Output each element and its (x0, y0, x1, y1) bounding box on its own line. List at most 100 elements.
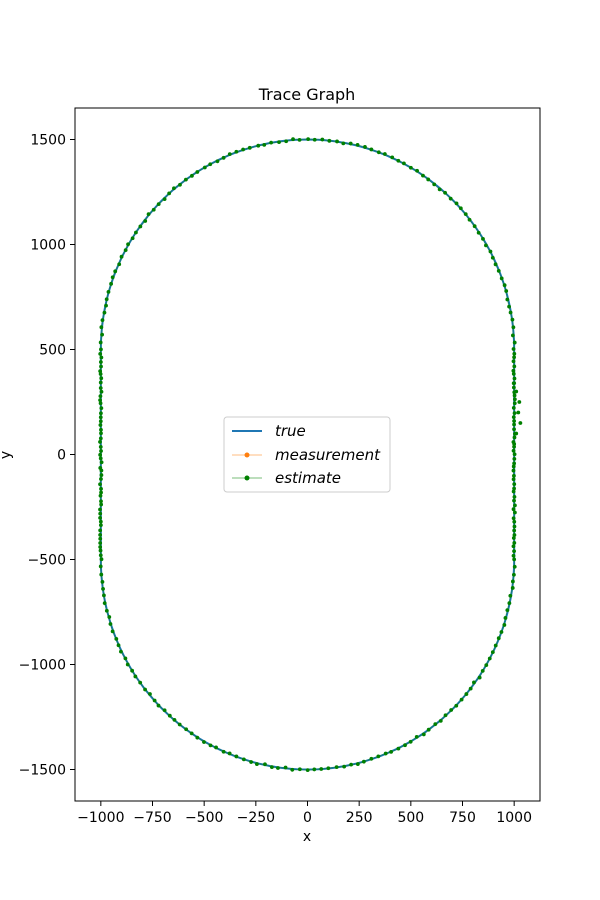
estimate-point (98, 541, 103, 545)
estimate-point (369, 147, 374, 152)
estimate-point (518, 421, 523, 425)
estimate-point (514, 389, 519, 394)
estimate-point (98, 423, 103, 427)
estimate-point (312, 767, 317, 772)
estimate-point (195, 170, 200, 174)
estimate-point (488, 249, 493, 254)
estimate-point (101, 586, 105, 591)
estimate-point (156, 202, 161, 206)
estimate-point (426, 727, 431, 732)
estimate-point (305, 768, 310, 773)
estimate-point (484, 243, 488, 248)
estimate-point (376, 754, 381, 759)
estimate-point (99, 557, 104, 562)
estimate-point (99, 355, 104, 360)
estimate-point (511, 489, 516, 494)
estimate-point (98, 340, 103, 345)
estimate-point (134, 230, 138, 235)
estimate-point (133, 674, 138, 679)
estimate-point (130, 236, 135, 241)
x-tick-label: 500 (397, 810, 424, 826)
estimate-point (110, 275, 115, 280)
estimate-point (162, 197, 167, 202)
estimate-point (297, 767, 302, 772)
estimate-point (98, 394, 103, 399)
estimate-point (98, 380, 103, 385)
estimate-point (167, 713, 172, 718)
estimate-point (511, 477, 516, 482)
estimate-point (390, 155, 395, 160)
estimate-point (507, 601, 512, 606)
estimate-point (512, 557, 517, 562)
estimate-point (468, 686, 473, 691)
estimate-point (227, 751, 232, 756)
estimate-point (426, 177, 431, 182)
estimate-point (516, 410, 521, 415)
estimate-point (512, 442, 517, 446)
estimate-point (355, 762, 360, 766)
estimate-point (464, 692, 469, 696)
estimate-point (99, 486, 103, 491)
chart-title: Trace Graph (258, 85, 356, 104)
estimate-point (512, 397, 517, 402)
estimate-point (98, 436, 103, 441)
estimate-point (512, 393, 517, 398)
estimate-point (512, 340, 517, 345)
estimate-point (382, 152, 387, 156)
estimate-point (100, 579, 105, 584)
estimate-point (421, 173, 425, 178)
estimate-point (99, 502, 104, 507)
x-tick-label: −500 (185, 810, 223, 826)
estimate-point (104, 303, 108, 308)
estimate-point (512, 533, 517, 537)
estimate-point (312, 137, 317, 142)
estimate-point (126, 242, 130, 247)
estimate-point (472, 224, 477, 229)
estimate-point (512, 456, 517, 461)
estimate-point (247, 145, 252, 150)
estimate-point (283, 765, 288, 770)
estimate-point (189, 731, 194, 736)
estimate-point (178, 182, 182, 187)
x-tick-label: −750 (133, 810, 171, 826)
estimate-point (98, 452, 103, 457)
estimate-point (195, 735, 200, 740)
estimate-point (98, 516, 102, 520)
estimate-point (511, 385, 516, 390)
estimate-point (98, 528, 103, 533)
estimate-point (319, 767, 324, 771)
estimate-point (99, 376, 104, 381)
estimate-point (490, 650, 495, 655)
legend: true measurement estimate (223, 416, 391, 493)
legend-estimate-marker (244, 475, 250, 481)
estimate-point (361, 759, 366, 764)
estimate-point (487, 656, 492, 661)
estimate-point (99, 468, 104, 473)
estimate-point (202, 165, 207, 170)
y-axis-label: y (0, 451, 14, 459)
estimate-point (98, 419, 103, 424)
estimate-point (511, 468, 516, 473)
estimate-point (110, 629, 115, 634)
estimate-point (511, 553, 516, 558)
estimate-point (502, 623, 507, 627)
x-axis-label: x (303, 829, 311, 845)
estimate-point (512, 419, 516, 423)
estimate-point (348, 141, 353, 146)
estimate-point (512, 461, 517, 466)
estimate-point (454, 703, 459, 708)
estimate-point (151, 207, 156, 212)
estimate-point (146, 212, 151, 217)
estimate-point (99, 473, 104, 477)
estimate-point (99, 389, 104, 394)
estimate-point (512, 494, 517, 499)
estimate-point (290, 767, 295, 772)
estimate-point (99, 460, 104, 465)
estimate-point (512, 564, 517, 569)
estimate-point (98, 523, 103, 528)
estimate-point (269, 765, 274, 770)
x-tick-label: 750 (449, 810, 476, 826)
estimate-point (334, 765, 339, 770)
y-tick-label: 0 (57, 448, 66, 464)
estimate-point (119, 254, 124, 259)
